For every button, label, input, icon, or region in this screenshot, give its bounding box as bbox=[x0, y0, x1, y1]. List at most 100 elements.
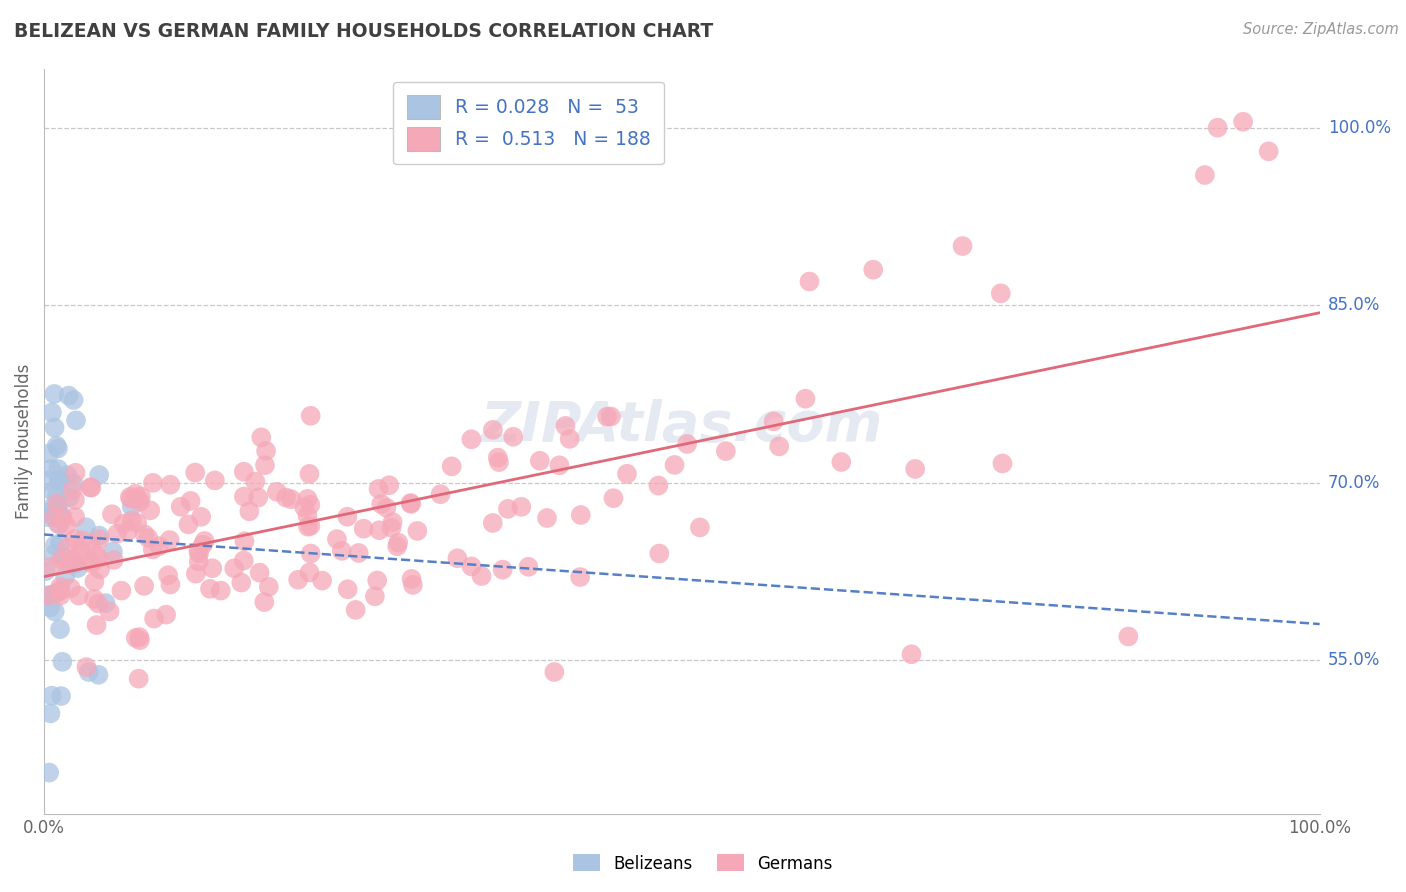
Point bbox=[198, 582, 221, 596]
Point bbox=[245, 475, 267, 489]
Point bbox=[98, 604, 121, 618]
Point bbox=[370, 497, 392, 511]
Point bbox=[49, 536, 72, 550]
Point bbox=[120, 491, 142, 506]
Point bbox=[62, 483, 84, 497]
Point bbox=[63, 493, 86, 508]
Point bbox=[35, 505, 58, 519]
Point bbox=[548, 458, 571, 473]
Point bbox=[128, 672, 150, 686]
Point bbox=[900, 647, 922, 661]
Point bbox=[42, 510, 65, 524]
Point bbox=[34, 564, 56, 578]
Point bbox=[79, 480, 101, 494]
Point bbox=[48, 473, 70, 487]
Point bbox=[127, 491, 149, 506]
Point bbox=[375, 500, 398, 515]
Point bbox=[596, 409, 619, 424]
Point bbox=[58, 491, 80, 505]
Point bbox=[48, 475, 70, 489]
Point bbox=[49, 689, 72, 703]
Point bbox=[502, 430, 524, 444]
Point bbox=[297, 508, 319, 523]
Point bbox=[55, 519, 77, 533]
Point bbox=[399, 496, 422, 510]
Point bbox=[49, 580, 72, 594]
Point bbox=[66, 561, 89, 575]
Point bbox=[297, 519, 319, 533]
Point bbox=[231, 575, 253, 590]
Text: 100.0%: 100.0% bbox=[1329, 119, 1391, 136]
Point bbox=[664, 458, 686, 472]
Point bbox=[38, 510, 60, 524]
Point bbox=[299, 498, 322, 512]
Point bbox=[65, 466, 87, 480]
Point bbox=[49, 552, 72, 566]
Point bbox=[79, 554, 101, 568]
Point bbox=[159, 577, 181, 591]
Point bbox=[336, 509, 359, 524]
Point bbox=[401, 572, 423, 586]
Point bbox=[298, 566, 321, 580]
Point bbox=[129, 490, 152, 504]
Point bbox=[63, 557, 86, 571]
Point bbox=[51, 510, 73, 524]
Point bbox=[554, 418, 576, 433]
Point bbox=[94, 596, 117, 610]
Point bbox=[38, 765, 60, 780]
Point bbox=[41, 501, 63, 516]
Text: 55.0%: 55.0% bbox=[1329, 651, 1381, 669]
Point bbox=[201, 561, 224, 575]
Point bbox=[84, 548, 107, 562]
Point bbox=[387, 535, 409, 549]
Point bbox=[299, 519, 322, 533]
Point bbox=[385, 539, 408, 553]
Point bbox=[49, 589, 72, 603]
Point bbox=[647, 478, 669, 492]
Point bbox=[287, 573, 309, 587]
Point bbox=[51, 509, 73, 524]
Point bbox=[62, 476, 84, 491]
Point bbox=[46, 516, 69, 531]
Point bbox=[142, 542, 165, 557]
Point bbox=[49, 622, 72, 636]
Point bbox=[80, 557, 103, 571]
Point bbox=[247, 491, 270, 505]
Point bbox=[56, 468, 79, 483]
Point bbox=[112, 516, 135, 531]
Text: 85.0%: 85.0% bbox=[1329, 296, 1381, 314]
Text: Source: ZipAtlas.com: Source: ZipAtlas.com bbox=[1243, 22, 1399, 37]
Point bbox=[180, 494, 202, 508]
Point bbox=[128, 630, 150, 644]
Point bbox=[330, 544, 353, 558]
Point bbox=[39, 461, 62, 475]
Point bbox=[297, 491, 319, 506]
Point bbox=[616, 467, 638, 481]
Point bbox=[353, 522, 375, 536]
Point bbox=[298, 467, 321, 481]
Point bbox=[232, 490, 254, 504]
Text: 70.0%: 70.0% bbox=[1329, 474, 1381, 491]
Point bbox=[53, 569, 76, 583]
Point bbox=[103, 553, 125, 567]
Point bbox=[117, 524, 139, 538]
Point bbox=[492, 563, 515, 577]
Point bbox=[44, 538, 66, 552]
Point bbox=[529, 454, 551, 468]
Point bbox=[381, 515, 404, 529]
Point bbox=[990, 286, 1012, 301]
Point bbox=[254, 443, 277, 458]
Point bbox=[60, 552, 83, 566]
Point bbox=[204, 474, 226, 488]
Point bbox=[191, 538, 214, 552]
Point bbox=[44, 387, 66, 401]
Point bbox=[46, 496, 69, 510]
Point bbox=[159, 477, 181, 491]
Point bbox=[63, 532, 86, 546]
Point bbox=[89, 562, 111, 576]
Point bbox=[184, 466, 207, 480]
Point bbox=[380, 521, 402, 535]
Point bbox=[44, 420, 66, 434]
Point bbox=[34, 590, 56, 604]
Point bbox=[368, 523, 391, 537]
